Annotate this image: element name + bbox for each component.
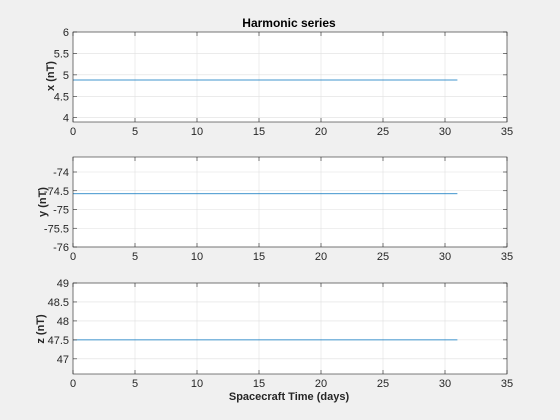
plot-area-x (73, 32, 507, 122)
subplot-z: 0 5 10 15 20 25 30 35 47 47.5 48 48.5 49 (48, 278, 514, 390)
y-tick-label: 47.5 (48, 335, 69, 347)
x-tick-label: 5 (132, 251, 138, 263)
y-axis-label-z: z (nT) (35, 314, 47, 344)
x-tick-label: 5 (132, 378, 138, 390)
y-tick-label: -74 (53, 167, 69, 179)
x-tick-label: 30 (439, 126, 451, 138)
y-tick-label: -75.5 (44, 223, 69, 235)
x-tick-label: 15 (253, 378, 265, 390)
subplot-y: 0 5 10 15 20 25 30 35 -76 -75.5 -75 -74.5 -74 (44, 156, 513, 263)
x-tick-label: 30 (439, 378, 451, 390)
y-tick-label: 48.5 (48, 297, 69, 309)
y-tick-label: 5 (63, 70, 69, 82)
x-tick-label: 10 (191, 378, 203, 390)
x-tick-label: 25 (377, 126, 389, 138)
x-tick-label: 0 (70, 251, 76, 263)
y-axis-label-y: y (nT) (37, 187, 49, 217)
x-tick-label: 25 (377, 378, 389, 390)
x-tick-label: 25 (377, 251, 389, 263)
subplot-x: 0 5 10 15 20 25 30 35 4 4.5 5 5.5 6 (54, 27, 513, 138)
plot-area-z (73, 283, 507, 374)
y-tick-label: 49 (57, 278, 69, 290)
y-tick-label: -75 (53, 205, 69, 217)
x-tick-label: 0 (70, 126, 76, 138)
x-tick-label: 35 (501, 126, 513, 138)
y-tick-label: 6 (63, 27, 69, 39)
y-tick-label: 47 (57, 354, 69, 366)
y-tick-label: 4.5 (54, 91, 69, 103)
x-tick-label: 20 (315, 378, 327, 390)
x-tick-label: 10 (191, 126, 203, 138)
plot-area-y (73, 157, 507, 247)
x-tick-label: 10 (191, 251, 203, 263)
y-tick-label: -74.5 (44, 186, 69, 198)
x-tick-label: 15 (253, 251, 265, 263)
y-tick-label: 5.5 (54, 48, 69, 60)
y-tick-label: 4 (63, 113, 69, 125)
axes-box-z (72, 282, 508, 375)
chart-title: Harmonic series (242, 16, 336, 30)
x-tick-label: 30 (439, 251, 451, 263)
x-tick-label: 5 (132, 126, 138, 138)
y-axis-label-x: x (nT) (45, 61, 57, 91)
x-tick-label: 20 (315, 126, 327, 138)
x-tick-label: 15 (253, 126, 265, 138)
axes-box-y (72, 156, 508, 248)
x-tick-label: 0 (70, 378, 76, 390)
y-tick-label: -76 (53, 242, 69, 254)
x-tick-label: 35 (501, 378, 513, 390)
axes-box-x (72, 31, 508, 123)
x-tick-label: 35 (501, 251, 513, 263)
y-tick-label: 48 (57, 316, 69, 328)
x-axis-label: Spacecraft Time (days) (229, 391, 350, 403)
x-tick-label: 20 (315, 251, 327, 263)
